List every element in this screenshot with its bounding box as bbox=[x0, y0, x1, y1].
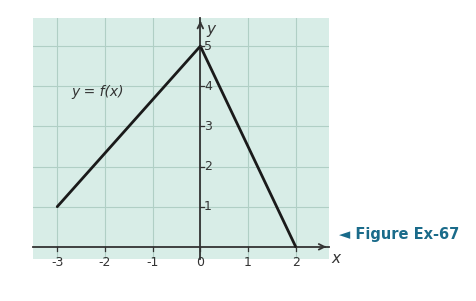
Text: y = f(x): y = f(x) bbox=[71, 85, 124, 99]
Text: 1: 1 bbox=[204, 200, 212, 213]
Text: 5: 5 bbox=[204, 40, 212, 53]
Text: 4: 4 bbox=[204, 80, 212, 93]
Text: ◄ Figure Ex-67: ◄ Figure Ex-67 bbox=[338, 227, 458, 242]
Text: 3: 3 bbox=[204, 120, 212, 133]
Text: y: y bbox=[206, 22, 215, 37]
Text: 2: 2 bbox=[204, 160, 212, 173]
Text: x: x bbox=[331, 250, 340, 265]
